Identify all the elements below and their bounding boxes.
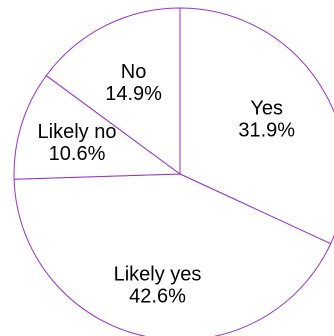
slice-label-likely-no: Likely no 10.6% — [38, 121, 117, 165]
slice-category-label: Likely no — [38, 121, 117, 143]
pie-slice-no — [45, 7, 181, 175]
slice-value-label: 42.6% — [129, 286, 186, 308]
slice-category-label: Likely yes — [114, 264, 202, 286]
slice-value-label: 10.6% — [49, 143, 106, 165]
slice-label-no: No 14.9% — [105, 61, 162, 105]
slice-label-likely-yes: Likely yes 42.6% — [114, 264, 202, 308]
slice-label-yes: Yes 31.9% — [238, 98, 295, 142]
pie-slices — [13, 7, 334, 336]
slice-value-label: 14.9% — [105, 83, 162, 105]
slice-category-label: Yes — [250, 98, 283, 120]
pie-slice-yes — [179, 7, 334, 245]
slice-value-label: 31.9% — [238, 120, 295, 142]
pie-slice-likely-yes — [13, 173, 332, 336]
pie-slice-likely-no — [13, 74, 182, 180]
pie-labels: Yes 31.9%Likely yes 42.6%Likely no 10.6%No 1… — [38, 61, 296, 307]
slice-category-label: No — [121, 61, 147, 83]
